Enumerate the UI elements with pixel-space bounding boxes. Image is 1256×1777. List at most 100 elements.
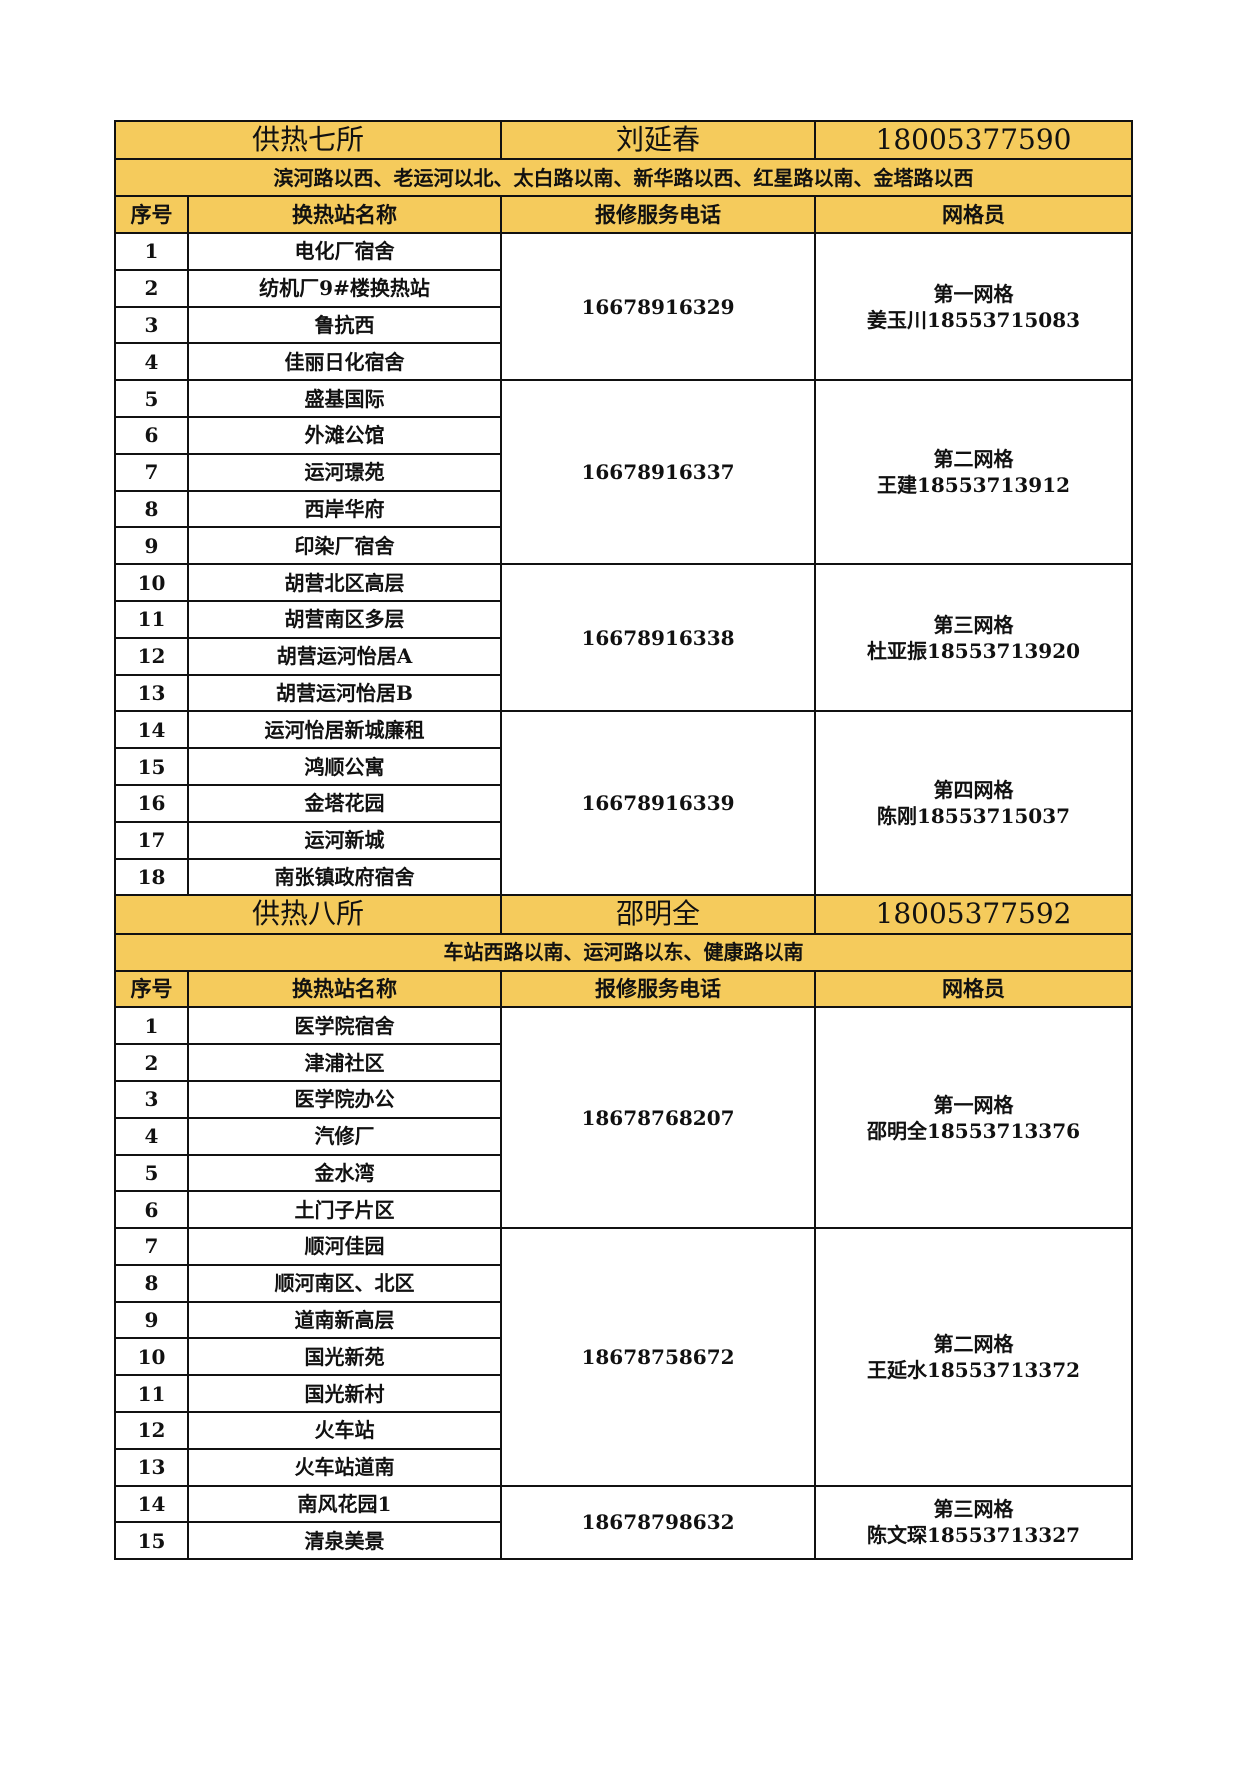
table-row: 7 运河璟苑 (114, 452, 1132, 492)
row-index: 12 (114, 636, 189, 676)
row-index: 14 (114, 1484, 189, 1524)
table-row: 8 顺河南区、北区 (114, 1263, 1132, 1303)
row-index: 5 (114, 379, 189, 418)
grid-staff: 第二网格 王建18553713912 (814, 379, 1134, 566)
repair-phone: 18678758672 (500, 1227, 817, 1487)
column-header-station: 换热站名称 (186, 195, 503, 234)
station-name: 国光新村 (186, 1374, 503, 1414)
grid-staff-contact: 陈刚18553715037 (876, 804, 1071, 829)
section-title-row: 供热七所 刘延春 18005377590 (113, 119, 1134, 161)
column-header-row: 序号 换热站名称 报修服务电话 网格员 (114, 195, 1134, 234)
grid-staff: 第二网格 王延水18553713372 (814, 1227, 1134, 1487)
table-row: 12 胡营运河怡居A (114, 636, 1132, 676)
station-name: 外滩公馆 (186, 415, 503, 455)
station-name: 清泉美景 (186, 1521, 503, 1561)
row-index: 7 (114, 452, 189, 492)
section-title-row: 供热八所 邵明全 18005377592 (113, 894, 1134, 935)
row-index: 11 (114, 1374, 189, 1414)
row-index: 13 (114, 673, 189, 713)
row-index: 1 (114, 231, 189, 271)
grid-staff-contact: 王建18553713912 (876, 473, 1071, 498)
table-row: 10 国光新苑 (114, 1337, 1132, 1377)
table-row: 6 土门子片区 (114, 1190, 1132, 1230)
repair-phone: 16678916337 (500, 379, 817, 566)
row-index: 5 (114, 1153, 189, 1193)
table-row: 7 顺河佳园 18678758672 第二网格 王延水18553713372 (114, 1227, 1134, 1487)
grid-name: 第三网格 (933, 612, 1014, 637)
table-row: 16 金塔花园 (114, 783, 1132, 823)
row-index: 4 (114, 1116, 189, 1156)
row-index: 10 (114, 563, 189, 602)
station-name: 运河怡居新城廉租 (186, 710, 503, 750)
service-zone: 车站西路以南、运河路以东、健康路以南 (113, 932, 1134, 972)
table-row: 11 胡营南区多层 (114, 599, 1132, 639)
row-index: 11 (114, 599, 189, 639)
row-index: 15 (114, 747, 189, 786)
section-name: 供热八所 (113, 894, 503, 935)
table-row: 2 纺机厂9#楼换热站 (114, 268, 1132, 308)
row-index: 18 (114, 857, 189, 897)
column-header-grid-staff: 网格员 (814, 969, 1134, 1009)
grid-name: 第四网格 (933, 778, 1014, 803)
station-name: 胡营运河怡居A (186, 636, 503, 676)
column-header-station: 换热站名称 (186, 969, 503, 1009)
station-name: 汽修厂 (186, 1116, 503, 1156)
table-row: 17 运河新城 (114, 820, 1132, 860)
station-name: 国光新苑 (186, 1337, 503, 1377)
section-manager: 刘延春 (500, 119, 817, 161)
row-index: 6 (114, 1190, 189, 1230)
table-row: 15 鸿顺公寓 (114, 747, 1132, 786)
station-name: 顺河佳园 (186, 1227, 503, 1266)
table-row: 14 南风花园1 18678798632 第三网格 陈文琛18553713327 (114, 1484, 1134, 1561)
grid-staff: 第一网格 姜玉川18553715083 (814, 231, 1134, 382)
table-row: 13 胡营运河怡居B (114, 673, 1132, 713)
row-index: 7 (114, 1227, 189, 1266)
station-name: 纺机厂9#楼换热站 (186, 268, 503, 308)
station-name: 电化厂宿舍 (186, 231, 503, 271)
table-row: 3 鲁抗西 (114, 305, 1132, 345)
repair-phone: 18678768207 (500, 1006, 817, 1230)
grid-name: 第一网格 (933, 1092, 1014, 1117)
row-index: 8 (114, 1263, 189, 1303)
table-row: 3 医学院办公 (114, 1079, 1132, 1119)
row-index: 2 (114, 268, 189, 308)
service-zone: 滨河路以西、老运河以北、太白路以南、新华路以西、红星路以南、金塔路以西 (113, 158, 1134, 198)
grid-staff: 第三网格 陈文琛18553713327 (814, 1484, 1134, 1561)
station-name: 佳丽日化宿舍 (186, 342, 503, 382)
section-name: 供热七所 (113, 119, 503, 161)
zone-row: 滨河路以西、老运河以北、太白路以南、新华路以西、红星路以南、金塔路以西 (113, 158, 1134, 198)
station-name: 津浦社区 (186, 1043, 503, 1082)
row-index: 3 (114, 1079, 189, 1119)
section-phone: 18005377592 (814, 894, 1134, 935)
repair-phone: 16678916338 (500, 563, 817, 713)
table-row: 18 南张镇政府宿舍 (114, 857, 1132, 897)
grid-staff-contact: 杜亚振18553713920 (866, 638, 1081, 663)
row-index: 6 (114, 415, 189, 455)
row-index: 13 (114, 1447, 189, 1487)
table-row: 11 国光新村 (114, 1374, 1132, 1414)
station-name: 医学院办公 (186, 1079, 503, 1119)
station-name: 医学院宿舍 (186, 1006, 503, 1046)
heating-station-table: 供热七所 刘延春 18005377590 滨河路以西、老运河以北、太白路以南、新华路以… (113, 119, 1134, 1561)
row-index: 15 (114, 1521, 189, 1561)
grid-staff: 第四网格 陈刚18553715037 (814, 710, 1134, 897)
station-name: 土门子片区 (186, 1190, 503, 1230)
repair-phone: 16678916329 (500, 231, 817, 382)
row-index: 14 (114, 710, 189, 750)
station-name: 火车站 (186, 1411, 503, 1450)
row-index: 3 (114, 305, 189, 345)
station-name: 火车站道南 (186, 1447, 503, 1487)
section-phone: 18005377590 (814, 119, 1134, 161)
station-name: 金水湾 (186, 1153, 503, 1193)
station-name: 胡营南区多层 (186, 599, 503, 639)
grid-staff-contact: 陈文琛18553713327 (866, 1523, 1081, 1548)
row-index: 1 (114, 1006, 189, 1046)
grid-name: 第二网格 (933, 447, 1014, 472)
row-index: 4 (114, 342, 189, 382)
table-row: 12 火车站 (114, 1411, 1132, 1450)
row-index: 10 (114, 1337, 189, 1377)
station-name: 西岸华府 (186, 489, 503, 529)
grid-name: 第一网格 (933, 281, 1014, 306)
section-manager: 邵明全 (500, 894, 817, 935)
station-name: 胡营运河怡居B (186, 673, 503, 713)
